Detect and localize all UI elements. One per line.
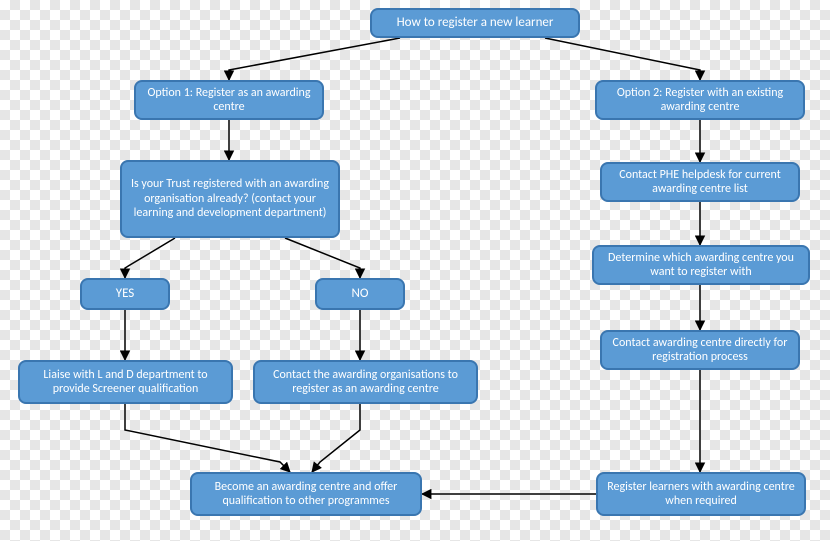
- node-yes: YES: [80, 278, 170, 310]
- edge-root-opt1: [229, 38, 400, 80]
- edge-contact-become: [312, 404, 360, 472]
- node-determine: Determine which awarding centre you want…: [592, 245, 810, 285]
- node-register-learners: Register learners with awarding centre w…: [596, 472, 806, 516]
- edge-trust-yes: [125, 238, 175, 278]
- node-become-centre: Become an awarding centre and offer qual…: [190, 472, 422, 516]
- node-contact-org: Contact the awarding organisations to re…: [253, 360, 478, 404]
- flowchart-canvas: How to register a new learner Option 1: …: [0, 0, 830, 541]
- node-trust-question: Is your Trust registered with an awardin…: [120, 160, 340, 238]
- node-option1: Option 1: Register as an awarding centre: [134, 80, 324, 120]
- node-no: NO: [315, 278, 405, 310]
- node-liaise: Liaise with L and D department to provid…: [18, 360, 233, 404]
- node-root: How to register a new learner: [370, 8, 580, 38]
- edge-trust-no: [285, 238, 360, 278]
- node-option2: Option 2: Register with an existing awar…: [595, 80, 805, 120]
- node-contact-centre: Contact awarding centre directly for reg…: [600, 330, 800, 370]
- edge-root-opt2: [545, 38, 700, 80]
- node-phe-helpdesk: Contact PHE helpdesk for current awardin…: [600, 162, 800, 202]
- edge-liaise-become: [125, 404, 290, 472]
